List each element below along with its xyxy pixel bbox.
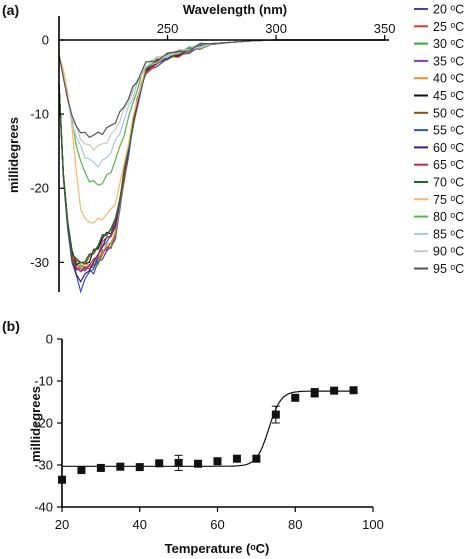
legend-label-5: 45 ᵒC — [433, 89, 464, 103]
panel-a-x-axis-title: Wavelength (nm) — [183, 2, 287, 17]
legend-label-2: 30 ᵒC — [433, 37, 464, 51]
data-point-12 — [291, 393, 300, 402]
series-line-10 — [58, 39, 385, 264]
panel-b-y-tick-label: -20 — [34, 416, 53, 431]
series-line-15 — [58, 39, 385, 139]
panel-b-x-tick-label: 20 — [55, 517, 69, 532]
series-line-2 — [58, 39, 385, 271]
panel-a: (a) Wavelength (nm) millidegrees 250 300 3… — [2, 2, 464, 294]
series-line-9 — [58, 39, 385, 272]
panel-a-legend: 20 ᵒC 25 ᵒC 30 ᵒC 35 ᵒC 40 ᵒC 45 ᵒC 50 ᵒC 55 ᵒC… — [414, 3, 464, 276]
panel-b-y-axis-title: millidegrees — [28, 386, 43, 462]
panel-a-y-tick-label: -30 — [30, 255, 49, 270]
panel-a-label: (a) — [2, 2, 19, 18]
panel-b-data-points — [58, 386, 358, 484]
data-point-11 — [271, 410, 280, 419]
panel-a-y-tick-label: -20 — [30, 181, 49, 196]
series-line-5 — [58, 39, 385, 266]
panel-b-y-tick-label: -40 — [34, 500, 53, 515]
data-point-6 — [174, 458, 183, 467]
legend-label-15: 95 ᵒC — [433, 262, 464, 276]
data-point-7 — [194, 459, 203, 468]
series-line-8 — [58, 39, 385, 283]
panel-b-x-tick-label: 80 — [288, 517, 302, 532]
data-point-1 — [77, 466, 86, 475]
panel-b-y-tick-label: -30 — [34, 458, 53, 473]
panel-b-x-tick-label: 40 — [133, 517, 147, 532]
data-point-3 — [116, 462, 125, 471]
data-point-9 — [232, 454, 241, 463]
data-point-14 — [330, 386, 339, 395]
legend-label-7: 55 ᵒC — [433, 124, 464, 138]
series-line-12 — [58, 39, 385, 186]
legend-label-3: 35 ᵒC — [433, 54, 464, 68]
data-point-15 — [349, 386, 358, 395]
data-point-2 — [96, 463, 105, 472]
panel-b-label: (b) — [2, 318, 20, 334]
panel-a-x-tick-label: 250 — [157, 21, 179, 36]
legend-label-6: 50 ᵒC — [433, 106, 464, 120]
series-line-7 — [58, 39, 385, 294]
panel-a-y-tick-label: 0 — [42, 33, 49, 48]
panel-a-y-tick-label: -10 — [30, 107, 49, 122]
legend-label-9: 65 ᵒC — [433, 158, 464, 172]
series-line-1 — [58, 39, 385, 271]
panel-a-x-tick-label: 300 — [265, 21, 287, 36]
panel-a-series-lines — [58, 39, 385, 294]
panel-a-x-tick-label: 350 — [374, 21, 396, 36]
legend-label-12: 80 ᵒC — [433, 210, 464, 224]
series-line-11 — [58, 39, 385, 224]
legend-label-11: 75 ᵒC — [433, 193, 464, 207]
data-point-0 — [58, 475, 66, 484]
panel-b-x-tick-label: 100 — [362, 517, 384, 532]
panel-b-x-tick-label: 60 — [210, 517, 224, 532]
panel-b: (b) millidegrees Temperature (ᵒC) 20 40 60… — [2, 318, 384, 556]
series-line-14 — [58, 39, 385, 151]
data-point-10 — [252, 454, 261, 463]
panel-b-y-tick-label: 0 — [46, 332, 53, 347]
series-line-13 — [58, 39, 385, 168]
legend-label-10: 70 ᵒC — [433, 176, 464, 190]
legend-label-0: 20 ᵒC — [433, 3, 464, 17]
panel-b-x-axis-title: Temperature (ᵒC) — [165, 541, 270, 556]
legend-label-8: 60 ᵒC — [433, 141, 464, 155]
data-point-8 — [213, 457, 222, 466]
panel-a-y-axis-title: millidegrees — [6, 117, 21, 193]
panel-b-fit-curve — [62, 390, 354, 467]
legend-label-1: 25 ᵒC — [433, 20, 464, 34]
legend-label-4: 40 ᵒC — [433, 72, 464, 86]
series-line-6 — [58, 39, 385, 265]
legend-label-14: 90 ᵒC — [433, 245, 464, 259]
legend-label-13: 85 ᵒC — [433, 227, 464, 241]
panel-b-y-tick-label: -10 — [34, 374, 53, 389]
data-point-5 — [155, 459, 164, 468]
data-point-13 — [310, 388, 319, 397]
data-point-4 — [135, 463, 144, 472]
